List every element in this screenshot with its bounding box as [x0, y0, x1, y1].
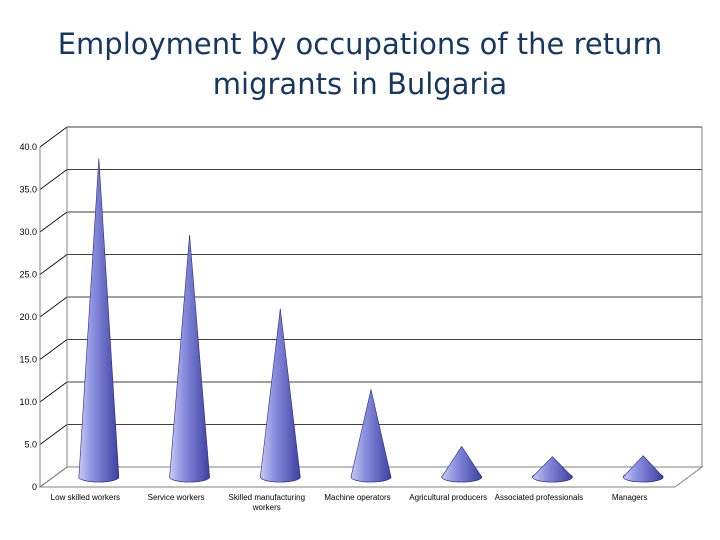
- y-tick-label: 30.0: [19, 227, 37, 237]
- x-category-label: Service workers: [148, 493, 205, 502]
- gridline-side: [39, 169, 68, 190]
- y-tick-label: 0: [32, 482, 37, 492]
- x-category-label: Managers: [612, 493, 648, 502]
- gridline-side: [39, 381, 68, 403]
- y-tick-label: 40.0: [19, 142, 37, 152]
- category-labels: Low skilled workers Service workers Skille…: [51, 493, 648, 512]
- gridline-side: [39, 211, 68, 233]
- cone-bar: [350, 389, 392, 483]
- chart-title: Employment by occupations of the return …: [0, 24, 720, 104]
- cone-bar: [259, 308, 301, 483]
- gridline-side: [39, 296, 68, 318]
- gridline-side: [39, 126, 68, 148]
- cone-body: [441, 445, 483, 483]
- chart-title-line-1: Employment by occupations of the return: [57, 27, 663, 61]
- x-category-label: Machine operators: [324, 493, 390, 502]
- cone-body: [350, 389, 392, 483]
- x-category-label: Associated professionals: [495, 493, 584, 502]
- cone-bar: [441, 445, 483, 483]
- cones: [78, 158, 664, 483]
- cone-bar: [622, 455, 664, 483]
- chart-title-line-2: migrants in Bulgaria: [212, 67, 508, 101]
- floor: [38, 466, 704, 488]
- gridlines: [39, 126, 702, 488]
- y-tick-label: 5.0: [24, 440, 37, 450]
- gridline-side: [39, 339, 68, 360]
- axes: 0 5.0 10.0 15.0 20.0 25.0 30.0 35.0 40.0: [19, 127, 704, 492]
- x-category-label: Agricultural producers: [409, 493, 487, 502]
- cone-body: [532, 456, 573, 483]
- y-tick-label: 25.0: [19, 270, 37, 280]
- cone-bar: [532, 456, 573, 483]
- gridline-side: [39, 254, 68, 275]
- y-tick-label: 35.0: [19, 185, 37, 195]
- cone-body: [259, 308, 301, 483]
- cone-body: [622, 455, 664, 483]
- gridline-side: [39, 424, 68, 445]
- x-category-label: Skilled manufacturing: [229, 493, 305, 502]
- x-category-label: Low skilled workers: [51, 493, 120, 502]
- cone-body: [78, 158, 120, 483]
- x-category-label: workers: [252, 503, 281, 512]
- cone-bar: [169, 234, 210, 483]
- y-tick-label: 15.0: [19, 355, 37, 365]
- y-tick-label: 20.0: [19, 312, 37, 322]
- y-tick-label: 10.0: [19, 397, 37, 407]
- cone-body: [169, 234, 210, 483]
- cone-bar: [78, 158, 120, 483]
